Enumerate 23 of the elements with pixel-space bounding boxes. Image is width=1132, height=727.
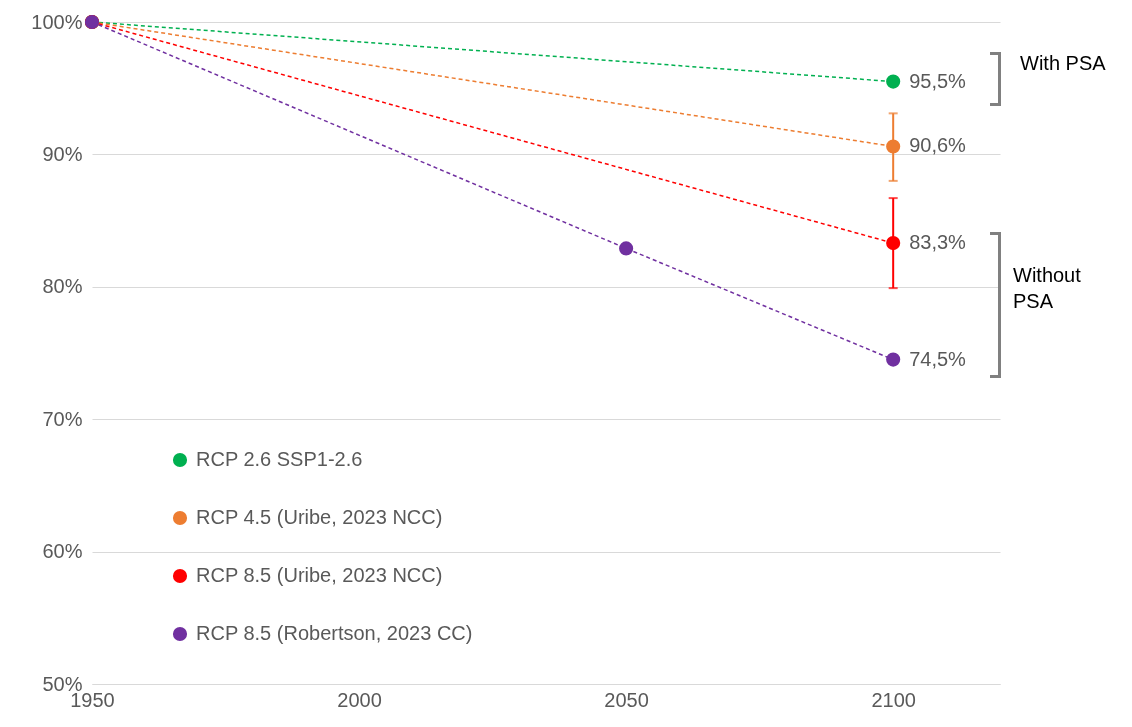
text: Without PSA (1013, 263, 1082, 314)
x-tick-label: 2000 (337, 688, 382, 711)
data-label: 90,6% (909, 134, 967, 157)
data-label: 95,5% (909, 69, 967, 92)
y-tick-label: 60% (42, 540, 83, 563)
point (886, 352, 901, 367)
y-tick-label: 100% (31, 10, 83, 33)
data-label: 74,5% (909, 347, 967, 370)
legend-label: RCP 8.5 (Uribe, 2023 NCC) (196, 564, 443, 586)
legend-label: RCP 4.5 (Uribe, 2023 NCC) (196, 506, 443, 528)
point (886, 139, 901, 154)
x-tick-label: 2050 (604, 688, 649, 711)
point (886, 236, 901, 251)
y-tick-label: 90% (42, 142, 83, 165)
text: With PSA (1020, 51, 1107, 76)
legend-label: RCP 2.6 SSP1-2.6 (196, 448, 363, 470)
point (619, 241, 634, 256)
x-tick-label: 2100 (871, 688, 916, 711)
point (886, 74, 901, 89)
data-label: 83,3% (909, 231, 967, 254)
y-tick-label: 80% (42, 275, 83, 298)
y-tick-label: 70% (42, 407, 83, 430)
legend-label: RCP 8.5 (Robertson, 2023 CC) (196, 622, 473, 644)
